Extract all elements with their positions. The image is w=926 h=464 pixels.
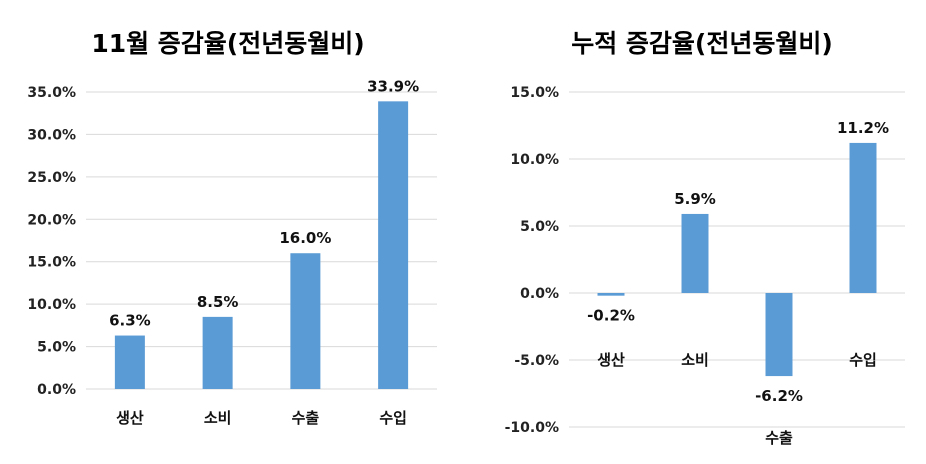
y-tick-label: 10.0% [27, 297, 76, 313]
category-label: 소비 [681, 351, 709, 369]
bar [114, 335, 145, 389]
bar [765, 293, 793, 377]
bar [681, 213, 709, 293]
category-label: 수출 [765, 429, 793, 447]
data-label: 16.0% [279, 229, 331, 247]
y-tick-label: 15.0% [510, 85, 559, 101]
bar [849, 142, 877, 293]
category-label: 수입 [379, 409, 407, 427]
y-tick-label: -10.0% [505, 420, 559, 436]
y-tick-label: 30.0% [27, 127, 76, 143]
category-label: 생산 [116, 409, 144, 427]
chart-cumulative-growth: 누적 증감율(전년동월비) -10.0% -5.0% 0.0% 5.0% 10.0% 15… [505, 29, 905, 447]
category-label: 수출 [292, 409, 320, 427]
y-tick-label: 5.0% [520, 219, 559, 235]
data-label: 6.3% [109, 312, 151, 330]
y-tick-label: 35.0% [27, 85, 76, 101]
data-label: 8.5% [197, 293, 239, 311]
data-label: 33.9% [367, 77, 419, 95]
category-label: 생산 [597, 351, 625, 369]
chart-title: 11월 증감율(전년동월비) [91, 29, 364, 58]
chart-title: 누적 증감율(전년동월비) [571, 29, 833, 58]
chart-monthly-growth: 11월 증감율(전년동월비) 0.0% 5.0% 10.0% 15.0% 20.0% 25… [27, 29, 437, 427]
y-tick-label: -5.0% [514, 353, 559, 369]
data-label: -0.2% [587, 307, 635, 325]
y-tick-label: 15.0% [27, 255, 76, 271]
bar [290, 253, 321, 389]
y-tick-label: 25.0% [27, 170, 76, 186]
y-tick-label: 0.0% [37, 382, 76, 398]
y-tick-label: 10.0% [510, 152, 559, 168]
data-label: 5.9% [674, 190, 716, 208]
data-label: -6.2% [755, 387, 803, 405]
bar [597, 293, 625, 296]
bar [378, 101, 409, 389]
category-label: 수입 [849, 351, 877, 369]
category-label: 소비 [204, 409, 232, 427]
data-label: 11.2% [837, 119, 889, 137]
y-tick-label: 20.0% [27, 212, 76, 228]
y-tick-label: 0.0% [520, 286, 559, 302]
y-tick-label: 5.0% [37, 340, 76, 356]
bar [202, 316, 233, 389]
